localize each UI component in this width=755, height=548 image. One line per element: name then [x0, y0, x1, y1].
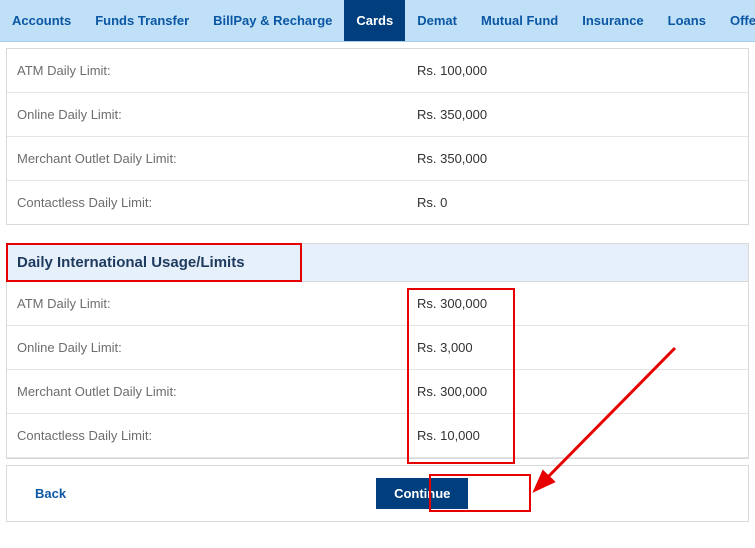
limit-value: Rs. 300,000: [417, 296, 487, 311]
limit-label: Online Daily Limit:: [17, 107, 417, 122]
table-row: ATM Daily Limit: Rs. 300,000: [7, 282, 748, 326]
nav-insurance[interactable]: Insurance: [570, 0, 655, 41]
limit-label: Online Daily Limit:: [17, 340, 417, 355]
limit-value: Rs. 300,000: [417, 384, 487, 399]
limit-label: Merchant Outlet Daily Limit:: [17, 151, 417, 166]
nav-accounts[interactable]: Accounts: [0, 0, 83, 41]
limit-value: Rs. 3,000: [417, 340, 473, 355]
intl-section-header: Daily International Usage/Limits: [6, 243, 749, 282]
back-button[interactable]: Back: [35, 486, 66, 501]
nav-cards[interactable]: Cards: [344, 0, 405, 41]
limit-value: Rs. 0: [417, 195, 447, 210]
intl-limits-panel: ATM Daily Limit: Rs. 300,000 Online Dail…: [6, 282, 749, 459]
nav-funds-transfer[interactable]: Funds Transfer: [83, 0, 201, 41]
table-row: Contactless Daily Limit: Rs. 0: [7, 181, 748, 224]
continue-button[interactable]: Continue: [376, 478, 468, 509]
table-row: ATM Daily Limit: Rs. 100,000: [7, 49, 748, 93]
table-row: Contactless Daily Limit: Rs. 10,000: [7, 414, 748, 458]
table-row: Merchant Outlet Daily Limit: Rs. 300,000: [7, 370, 748, 414]
nav-offers[interactable]: Offers: [718, 0, 755, 41]
top-nav: Accounts Funds Transfer BillPay & Rechar…: [0, 0, 755, 42]
limit-value: Rs. 10,000: [417, 428, 480, 443]
nav-loans[interactable]: Loans: [656, 0, 718, 41]
limit-value: Rs. 350,000: [417, 107, 487, 122]
limit-label: Contactless Daily Limit:: [17, 195, 417, 210]
table-row: Online Daily Limit: Rs. 350,000: [7, 93, 748, 137]
table-row: Merchant Outlet Daily Limit: Rs. 350,000: [7, 137, 748, 181]
footer-actions: Back Continue: [6, 465, 749, 522]
nav-demat[interactable]: Demat: [405, 0, 469, 41]
nav-mutual-fund[interactable]: Mutual Fund: [469, 0, 570, 41]
limit-label: ATM Daily Limit:: [17, 63, 417, 78]
limit-value: Rs. 100,000: [417, 63, 487, 78]
table-row: Online Daily Limit: Rs. 3,000: [7, 326, 748, 370]
section-title: Daily International Usage/Limits: [17, 254, 738, 271]
limit-value: Rs. 350,000: [417, 151, 487, 166]
limit-label: Merchant Outlet Daily Limit:: [17, 384, 417, 399]
nav-billpay[interactable]: BillPay & Recharge: [201, 0, 344, 41]
limit-label: Contactless Daily Limit:: [17, 428, 417, 443]
limit-label: ATM Daily Limit:: [17, 296, 417, 311]
domestic-limits-panel: ATM Daily Limit: Rs. 100,000 Online Dail…: [6, 48, 749, 225]
